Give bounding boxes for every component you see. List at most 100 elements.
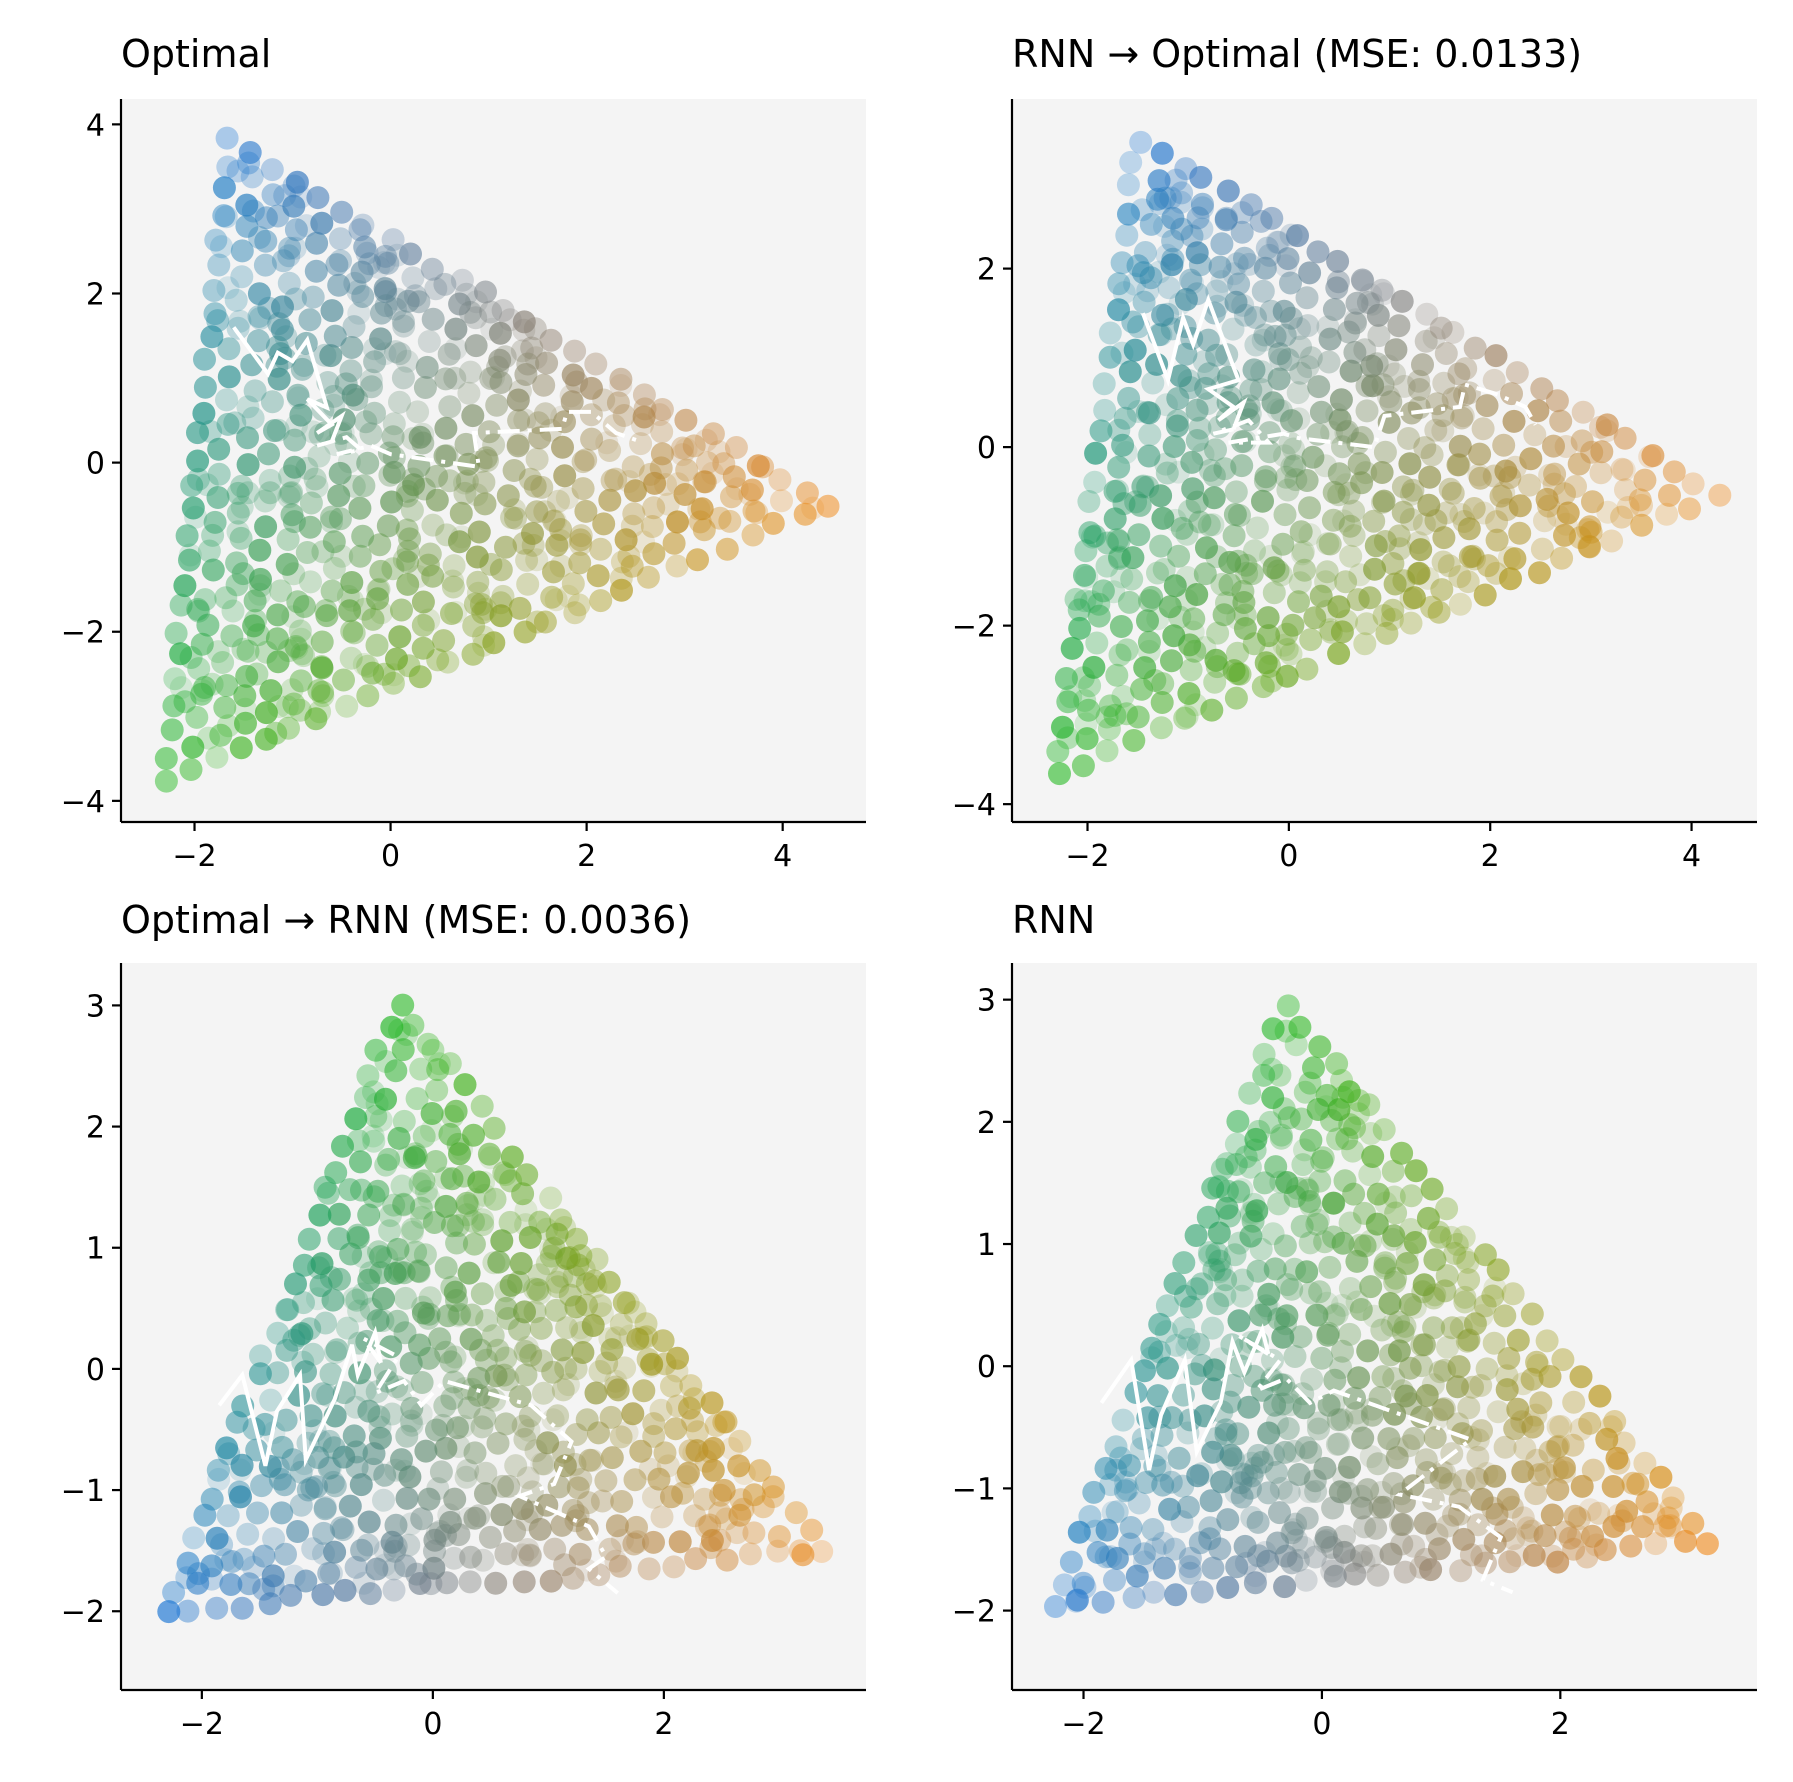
scatter-point <box>1115 638 1139 662</box>
scatter-point <box>1549 409 1573 433</box>
scatter-point <box>590 1489 614 1513</box>
scatter-point <box>1201 1556 1225 1580</box>
scatter-point <box>1612 458 1636 482</box>
scatter-point <box>1218 1204 1242 1228</box>
scatter-point <box>1263 324 1287 348</box>
scatter-point <box>700 1391 724 1415</box>
scatter-point <box>408 665 432 689</box>
scatter-point <box>253 1412 277 1436</box>
scatter-point <box>1185 429 1209 452</box>
scatter-point <box>1117 202 1140 226</box>
scatter-point <box>694 428 718 452</box>
scatter-point <box>297 1227 321 1251</box>
scatter-point <box>1158 595 1182 619</box>
scatter-point <box>1626 1472 1650 1496</box>
scatter-point <box>1495 1364 1519 1388</box>
scatter-point <box>1518 1410 1542 1434</box>
scatter-point <box>1457 1268 1481 1292</box>
scatter-point <box>173 574 197 598</box>
scatter-point <box>1133 656 1157 680</box>
scatter-point <box>1418 465 1442 489</box>
scatter-point <box>642 1424 666 1448</box>
scatter-point <box>1160 1406 1184 1430</box>
scatter-point <box>508 596 532 620</box>
scatter-point <box>266 418 290 442</box>
scatter-point <box>362 1080 385 1104</box>
scatter-point <box>1430 1460 1454 1483</box>
scatter-point <box>255 640 278 664</box>
scatter-point <box>506 434 530 458</box>
scatter-point <box>471 1548 495 1572</box>
scatter-point <box>1402 1534 1426 1558</box>
scatter-point <box>1420 1177 1444 1201</box>
scatter-point <box>560 390 584 414</box>
scatter-point <box>311 684 335 708</box>
scatter-point <box>458 1570 482 1594</box>
scatter-point <box>433 272 457 296</box>
scatter-point <box>444 337 468 361</box>
scatter-point <box>1235 1463 1258 1487</box>
scatter-point <box>518 1226 542 1249</box>
scatter-point <box>569 528 592 552</box>
scatter-point <box>1411 353 1434 377</box>
x-tick-label: 0 <box>1312 1707 1331 1742</box>
scatter-point <box>1530 377 1554 401</box>
scatter-point <box>1179 1295 1203 1319</box>
scatter-point <box>193 588 217 612</box>
scatter-point <box>640 1352 664 1376</box>
scatter-point <box>1407 561 1431 585</box>
scatter-point <box>671 436 694 460</box>
scatter-point <box>1584 1533 1608 1557</box>
scatter-point <box>1178 1408 1202 1432</box>
scatter-point <box>1331 1339 1354 1363</box>
scatter-point <box>1120 567 1144 591</box>
scatter-point <box>286 590 310 614</box>
scatter-point <box>1409 538 1433 562</box>
scatter-point <box>1109 615 1133 638</box>
scatter-point <box>1077 490 1101 513</box>
scatter-point <box>1454 357 1478 381</box>
scatter-point <box>246 623 270 647</box>
scatter-point <box>766 1539 790 1563</box>
scatter-point <box>486 355 510 379</box>
scatter-point <box>276 1298 300 1322</box>
scatter-point <box>356 451 380 475</box>
scatter-point <box>259 1388 283 1412</box>
scatter-point <box>1678 497 1701 521</box>
scatter-point <box>225 551 249 575</box>
scatter-point <box>1125 1564 1149 1588</box>
scatter-point <box>571 1341 595 1364</box>
scatter-point <box>214 1548 238 1572</box>
scatter-point <box>1215 1449 1239 1473</box>
trajectory-dashdot <box>361 1336 619 1595</box>
scatter-point <box>1543 462 1567 486</box>
scatter-point <box>345 1288 369 1312</box>
scatter-point <box>1535 1329 1559 1353</box>
scatter-point <box>1177 682 1201 705</box>
scatter-point <box>621 455 645 479</box>
scatter-point <box>252 1544 276 1568</box>
scatter-point <box>1343 340 1367 364</box>
panel-title: RNN <box>1012 898 1095 942</box>
scatter-point <box>1178 499 1201 523</box>
scatter-point <box>1140 1336 1164 1360</box>
scatter-point <box>402 473 426 497</box>
scatter-point <box>440 1214 464 1238</box>
scatter-point <box>1446 453 1470 477</box>
scatter-point <box>1149 484 1173 508</box>
scatter-point <box>1334 421 1358 445</box>
scatter-point <box>399 1409 423 1433</box>
scatter-point <box>1508 494 1532 518</box>
scatter-point <box>1326 270 1350 294</box>
scatter-point <box>1338 1277 1362 1300</box>
scatter-point <box>1366 303 1390 327</box>
scatter-point <box>1377 1427 1401 1451</box>
scatter-point <box>1380 1313 1404 1337</box>
scatter-point <box>1296 314 1320 338</box>
scatter-point <box>1136 279 1160 303</box>
scatter-point <box>479 552 503 576</box>
scatter-point <box>459 1545 483 1569</box>
scatter-point <box>462 614 486 638</box>
scatter-point <box>160 718 184 742</box>
scatter-point <box>216 276 240 300</box>
